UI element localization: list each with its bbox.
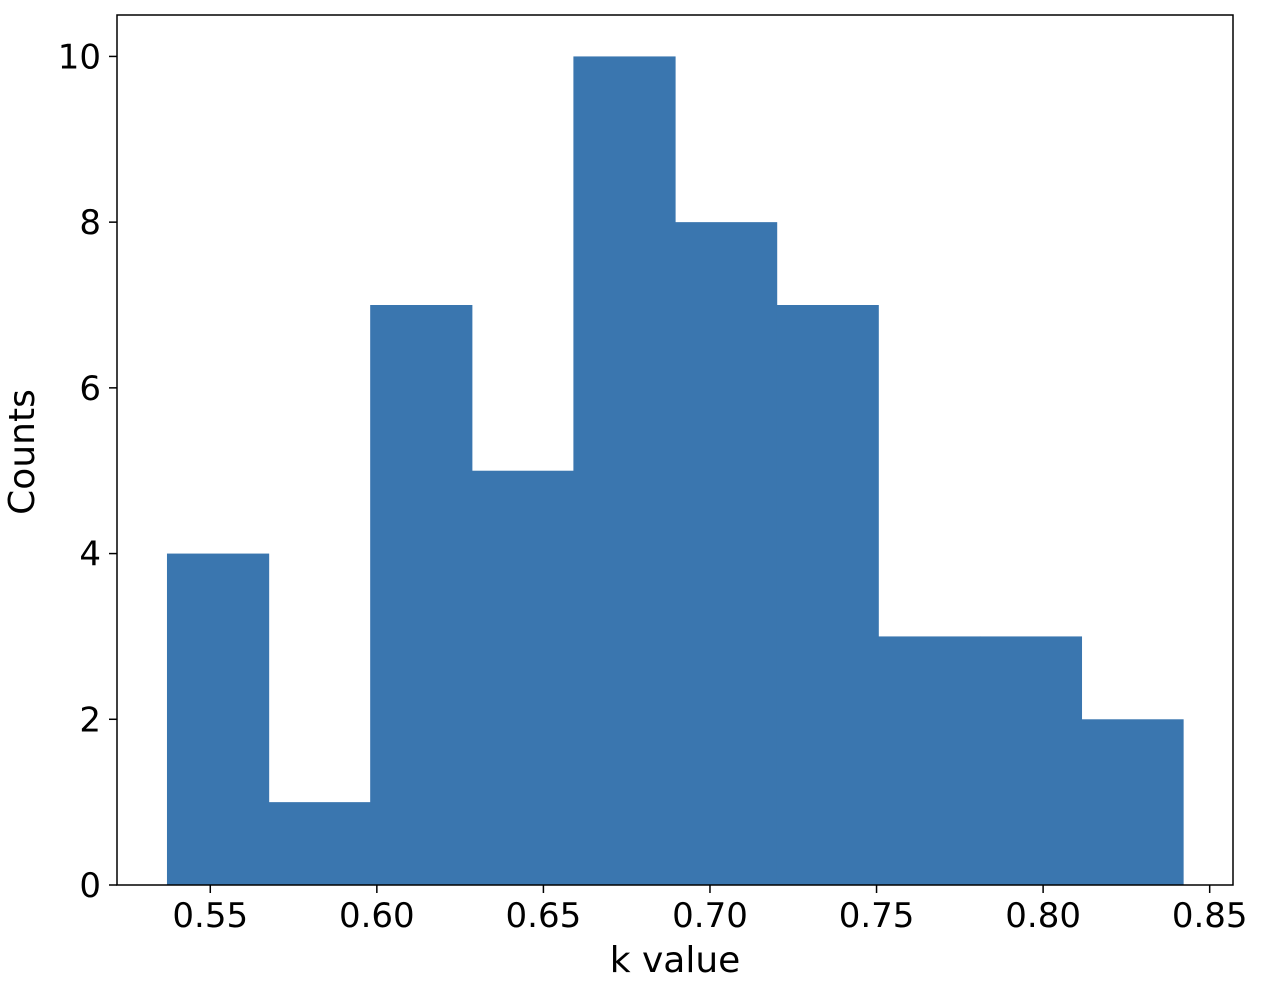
histogram-bar xyxy=(268,802,371,885)
histogram-bars xyxy=(166,56,1184,886)
x-tick-label: 0.75 xyxy=(839,896,915,936)
histogram-bar xyxy=(573,56,676,885)
x-tick-label: 0.70 xyxy=(672,896,748,936)
x-tick-label: 0.55 xyxy=(172,896,248,936)
y-axis-ticks: 0 2 4 6 8 10 xyxy=(58,37,117,906)
x-tick-label: 0.80 xyxy=(1005,896,1081,936)
y-axis-label: Counts xyxy=(2,389,43,515)
x-tick-label: 0.65 xyxy=(506,896,582,936)
histogram-bar xyxy=(776,305,879,885)
y-tick-label: 4 xyxy=(79,535,101,575)
y-tick-label: 10 xyxy=(58,37,101,77)
histogram-bar xyxy=(370,305,473,885)
x-tick-label: 0.85 xyxy=(1172,896,1248,936)
x-axis-label: k value xyxy=(610,940,741,981)
y-tick-label: 0 xyxy=(79,866,101,906)
x-axis-ticks: 0.55 0.60 0.65 0.70 0.75 0.80 0.85 xyxy=(172,885,1248,936)
histogram-bar xyxy=(878,636,981,885)
histogram-bar xyxy=(675,222,778,886)
histogram-bar xyxy=(979,636,1083,885)
plot-frame xyxy=(116,14,1234,886)
histogram-bar xyxy=(1081,719,1184,885)
histogram-bar xyxy=(166,553,270,885)
histogram-bar xyxy=(471,470,574,885)
y-tick-label: 8 xyxy=(79,203,101,243)
x-tick-label: 0.60 xyxy=(339,896,415,936)
y-tick-label: 6 xyxy=(79,369,101,409)
y-tick-label: 2 xyxy=(79,700,101,740)
